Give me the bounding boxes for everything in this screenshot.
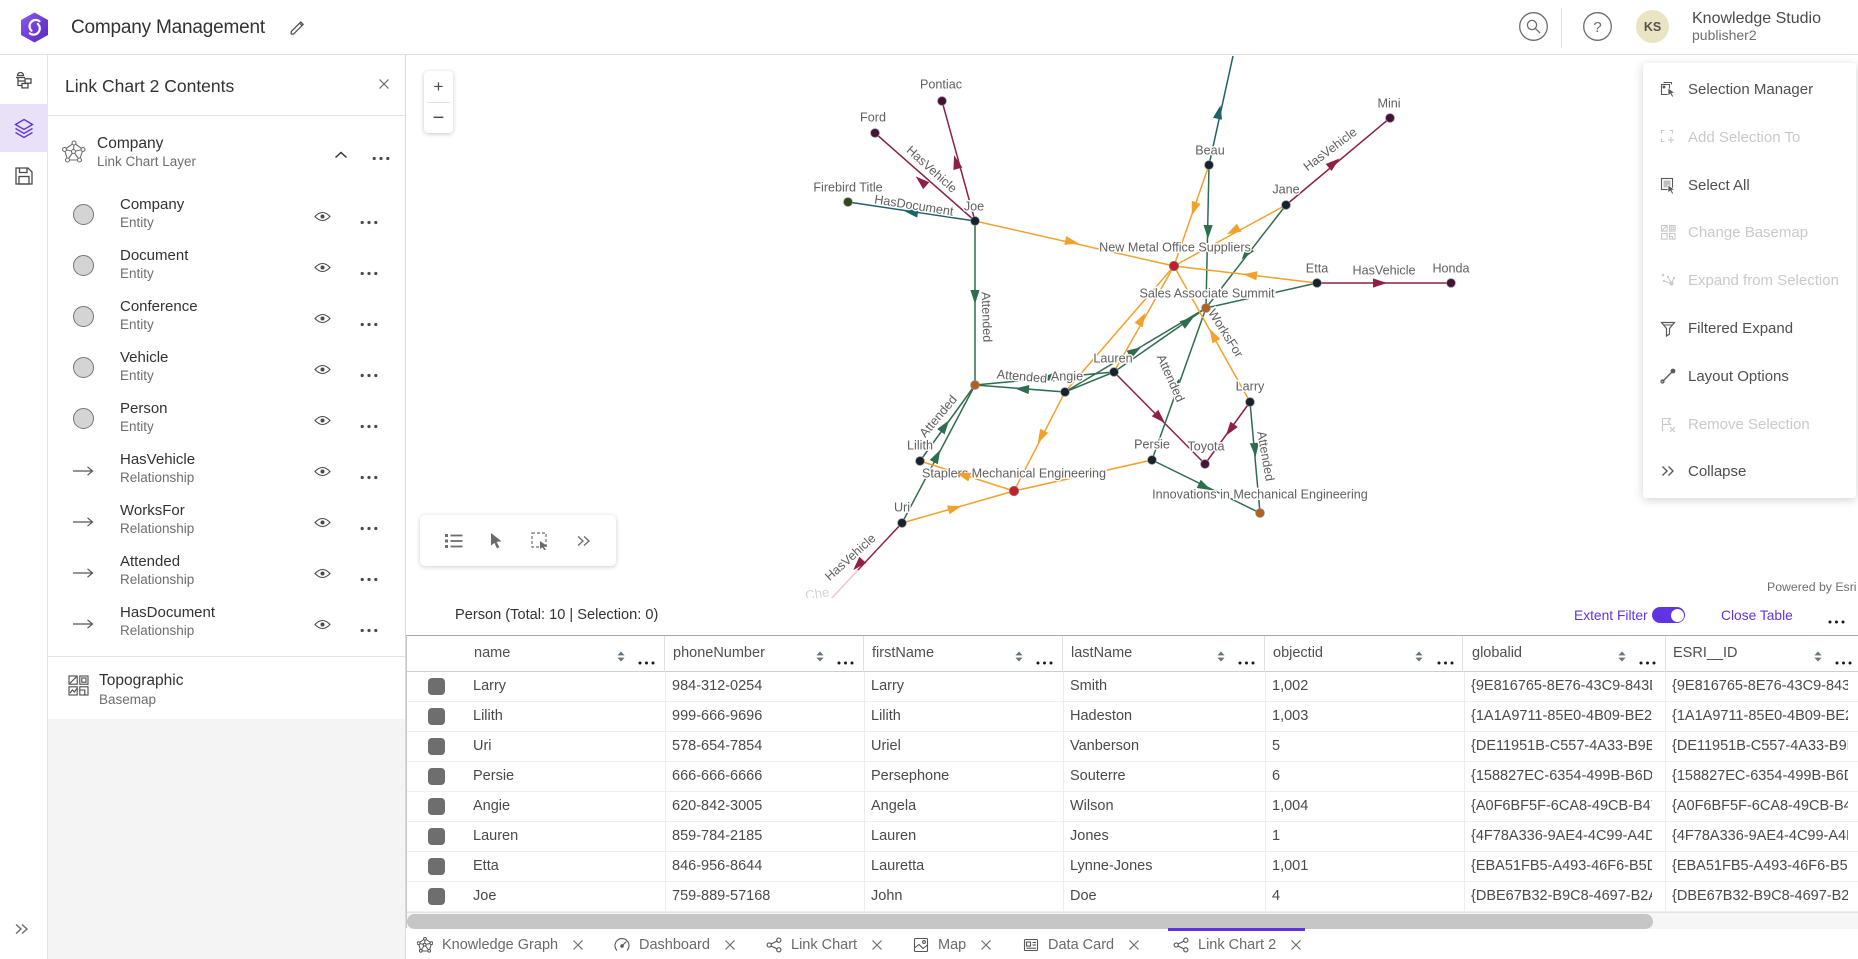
svg-text:Beau: Beau xyxy=(1195,144,1224,158)
svg-text:Attended: Attended xyxy=(979,292,995,343)
svg-text:HasVehicle: HasVehicle xyxy=(1352,264,1415,278)
svg-text:Firebird Title: Firebird Title xyxy=(813,181,882,195)
svg-text:Sales Associate Summit: Sales Associate Summit xyxy=(1139,287,1275,301)
svg-text:Persie: Persie xyxy=(1134,438,1170,452)
svg-text:New Metal Office Suppliers: New Metal Office Suppliers xyxy=(1099,241,1251,255)
svg-text:Attended: Attended xyxy=(1254,430,1277,482)
svg-text:Jane: Jane xyxy=(1272,183,1299,197)
svg-text:Staplers Mechanical Engineerin: Staplers Mechanical Engineering xyxy=(922,467,1106,481)
svg-text:Lauren: Lauren xyxy=(1093,352,1132,366)
svg-text:Attended: Attended xyxy=(1154,352,1187,404)
svg-text:Honda: Honda xyxy=(1432,262,1469,276)
svg-text:?: ? xyxy=(1593,19,1601,36)
svg-text:Ford: Ford xyxy=(860,111,886,125)
svg-text:Joe: Joe xyxy=(964,200,984,214)
svg-text:Pontiac: Pontiac xyxy=(920,78,962,92)
svg-text:Innovations in Mechanical Engi: Innovations in Mechanical Engineering xyxy=(1152,488,1368,502)
svg-text:Attended: Attended xyxy=(996,367,1047,385)
svg-text:Uri: Uri xyxy=(894,501,910,515)
svg-text:Toyota: Toyota xyxy=(1187,440,1224,454)
svg-text:Lilith: Lilith xyxy=(907,439,933,453)
svg-text:Larry: Larry xyxy=(1236,380,1265,394)
svg-text:Attended: Attended xyxy=(917,393,960,441)
svg-text:Che: Che xyxy=(804,584,830,598)
svg-text:Mini: Mini xyxy=(1377,97,1400,111)
svg-text:HasVehicle: HasVehicle xyxy=(904,143,960,196)
svg-text:Angie: Angie xyxy=(1051,370,1083,384)
svg-text:Etta: Etta xyxy=(1306,262,1328,276)
